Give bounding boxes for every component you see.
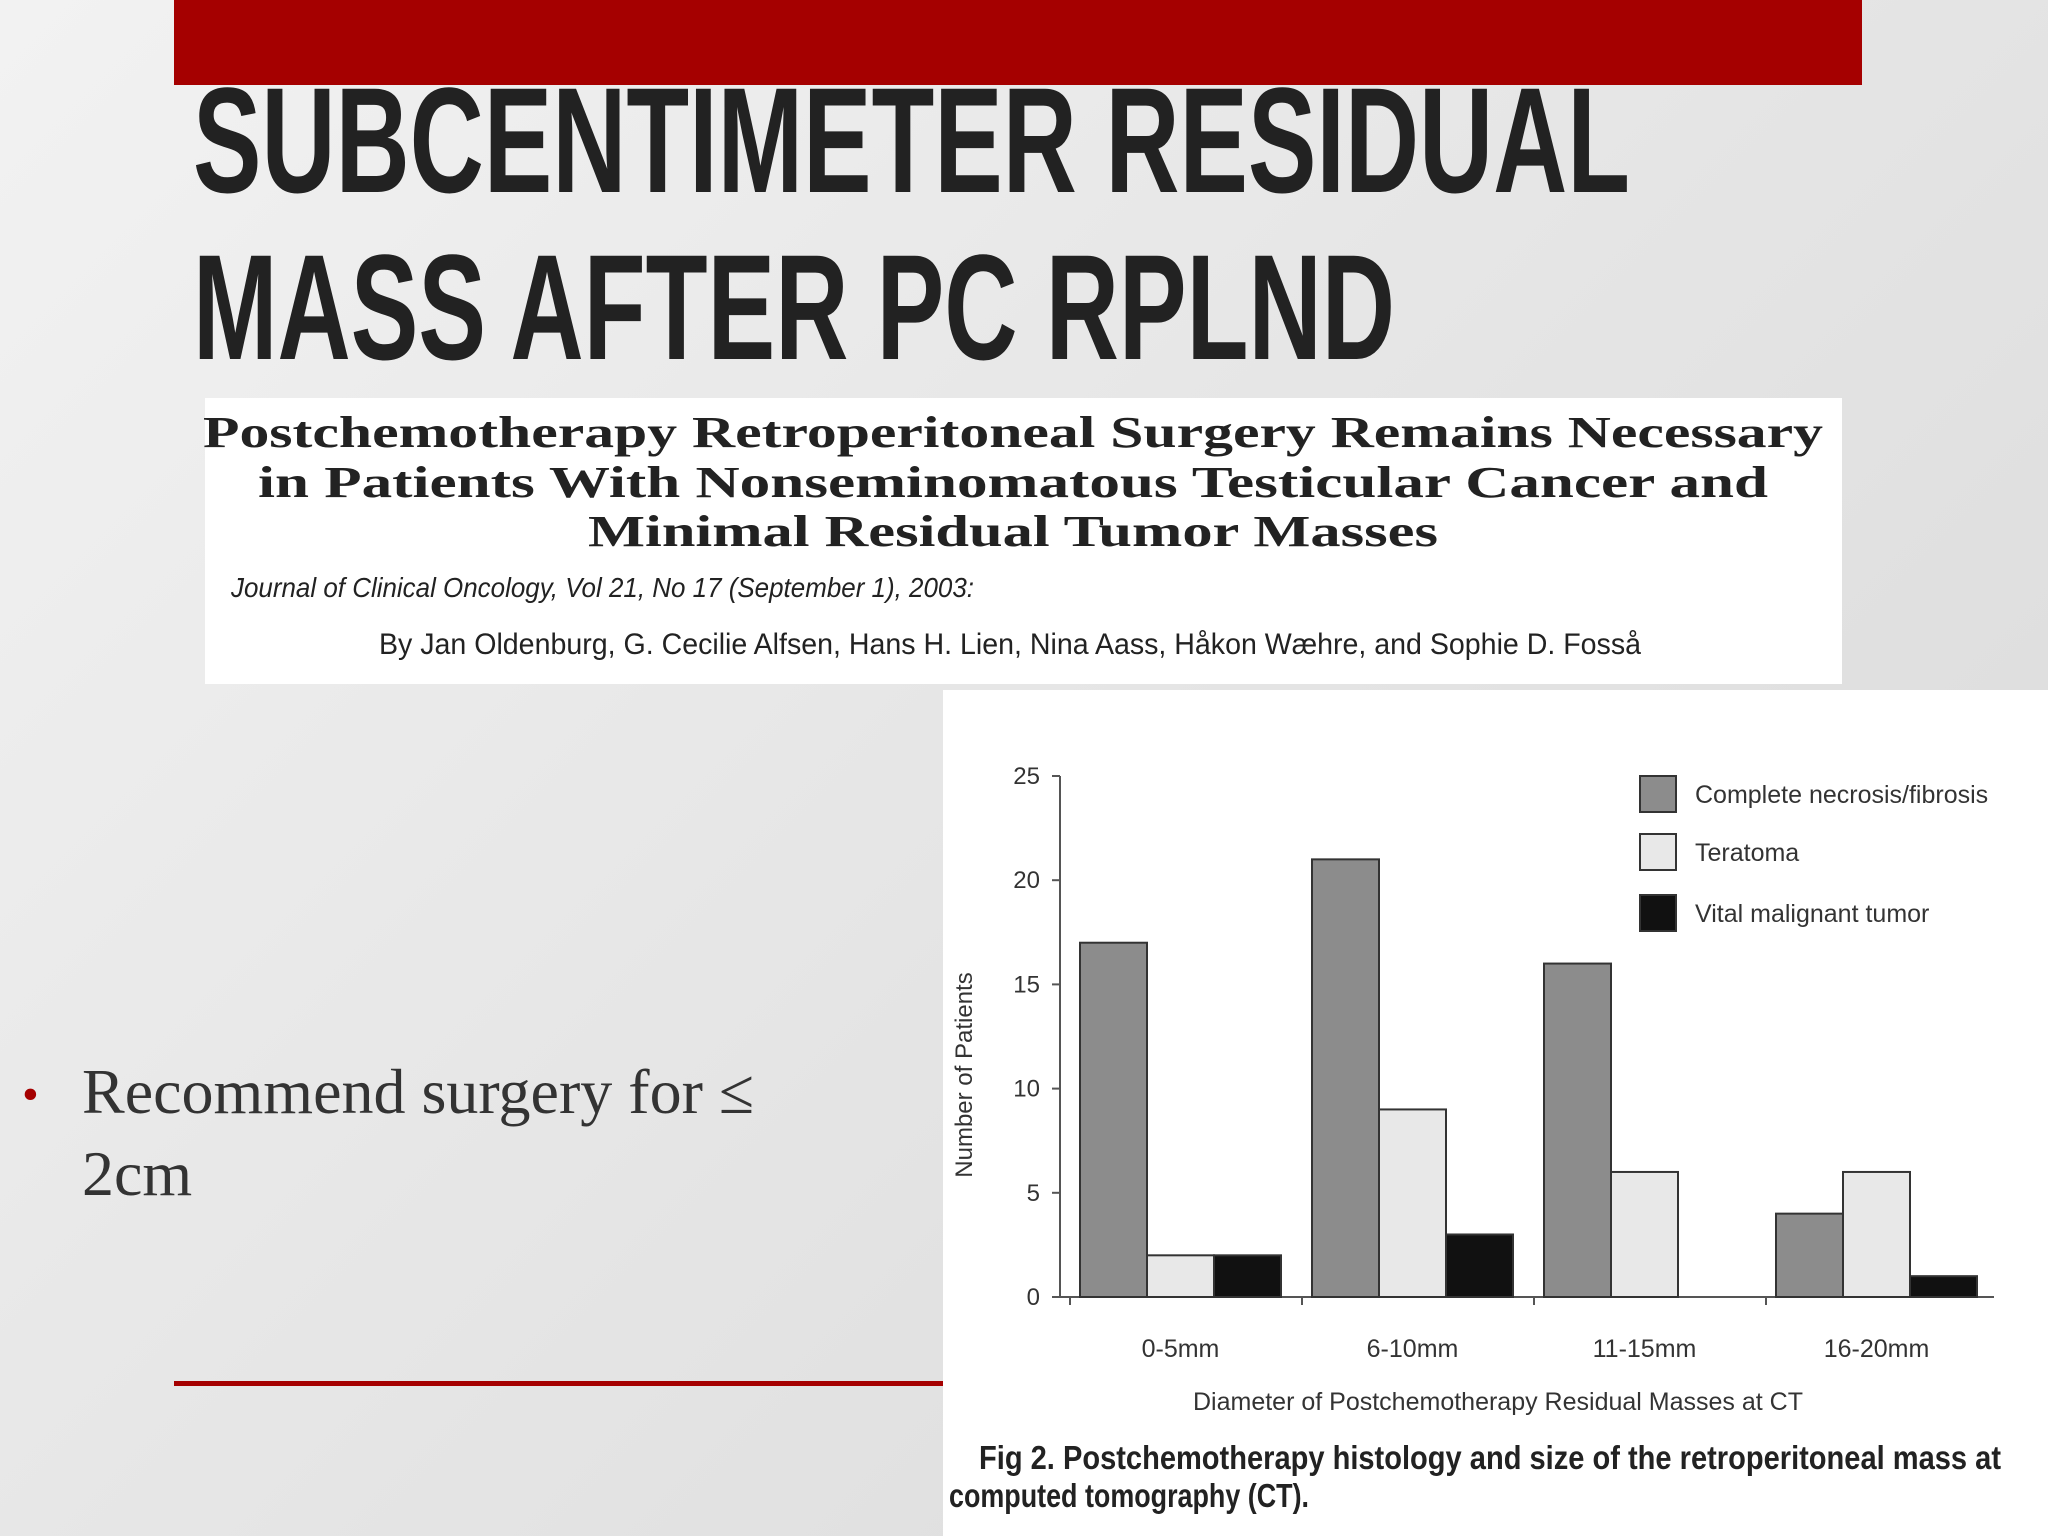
slide-title: SUBCENTIMETER RESIDUAL <box>193 56 1630 224</box>
y-tick-label: 10 <box>1013 1076 1040 1103</box>
bar <box>1445 1233 1514 1298</box>
paper-header <box>205 398 1842 684</box>
bar <box>1543 962 1612 1298</box>
bar <box>1775 1212 1844 1299</box>
bar <box>1842 1170 1911 1298</box>
journal: Journal of Clinical Oncology, Vol 21, No… <box>230 572 974 603</box>
bar <box>1079 941 1148 1298</box>
caption: computed tomography (CT). <box>949 1477 1309 1514</box>
paper-title: in Patients With Nonseminomatous Testicu… <box>258 458 1768 507</box>
y-tick-label: 15 <box>1013 971 1040 998</box>
y-tick-label: 0 <box>1027 1284 1040 1311</box>
x-tick-label: 16-20mm <box>1824 1335 1930 1363</box>
legend-label: Teratoma <box>1695 839 1799 867</box>
bar <box>1378 1108 1447 1298</box>
title-bar <box>174 0 1862 85</box>
y-tick-label: 25 <box>1013 763 1040 790</box>
caption: Fig 2. Postchemotherapy histology and si… <box>979 1439 2001 1476</box>
legend-swatch <box>1639 894 1677 932</box>
x-tick-label: 0-5mm <box>1142 1335 1220 1363</box>
bar <box>1909 1275 1978 1299</box>
y-tick-label: 5 <box>1027 1180 1040 1207</box>
paper-title: Postchemotherapy Retroperitoneal Surgery… <box>203 408 1823 457</box>
slide-title: MASS AFTER PC RPLND <box>193 223 1395 391</box>
bullet-text: Recommend surgery for ≤ <box>82 1056 754 1127</box>
x-tick-label: 6-10mm <box>1367 1335 1459 1363</box>
x-tick-label: 11-15mm <box>1593 1335 1697 1363</box>
bullet-text: 2cm <box>82 1138 192 1209</box>
accent-line <box>174 1381 944 1386</box>
x-axis-label: Diameter of Postchemotherapy Residual Ma… <box>1193 1388 1803 1416</box>
bar <box>1311 858 1380 1298</box>
legend-swatch <box>1639 833 1677 871</box>
bar <box>1610 1170 1679 1298</box>
y-axis-label: Number of Patients <box>951 972 978 1177</box>
bullet-marker: • <box>22 1068 39 1121</box>
y-tick-label: 20 <box>1013 867 1040 894</box>
legend-label: Vital malignant tumor <box>1695 900 1929 928</box>
legend-swatch <box>1639 775 1677 813</box>
authors: By Jan Oldenburg, G. Cecilie Alfsen, Han… <box>379 628 1641 661</box>
legend-label: Complete necrosis/fibrosis <box>1695 781 1988 809</box>
paper-title: Minimal Residual Tumor Masses <box>588 507 1438 556</box>
bar <box>1213 1254 1282 1298</box>
bar <box>1146 1254 1215 1298</box>
